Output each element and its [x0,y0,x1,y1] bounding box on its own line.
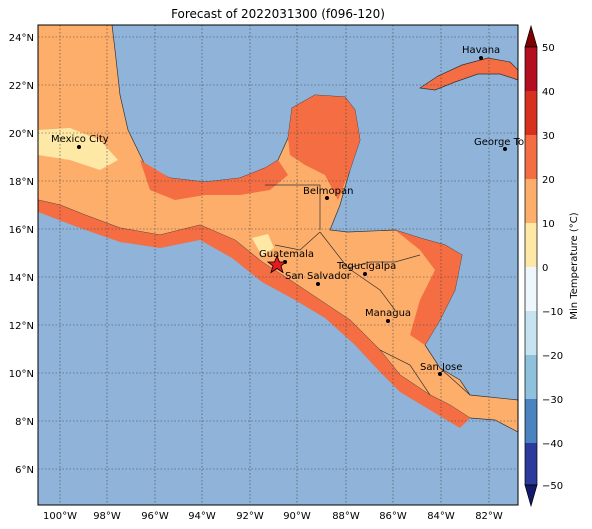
city-label: Belmopan [303,186,353,197]
lon-tick: 100°W [43,511,77,522]
colorbar-top-arrow [524,24,538,48]
colorbar-tick: −20 [542,351,563,362]
colorbar: 50 40 30 20 10 0 −10 −20 −30 −40 −50 Min… [524,24,580,508]
land-hot-caribbean-coast [395,230,462,345]
colorbar-bottom-arrow [524,484,538,508]
colorbar-band [525,135,537,179]
city-dot [503,147,507,151]
colorbar-tick: −40 [542,439,563,450]
colorbar-band [525,179,537,223]
colorbar-band [525,91,537,135]
colorbar-tick: −50 [542,481,563,492]
land-hot-pacific [38,200,470,428]
lon-tick: 96°W [141,511,169,522]
city-markers: Havana Mexico City George Tov Belmopan G… [51,45,530,376]
city-dot [316,282,320,286]
lat-tick-labels: 24°N 22°N 20°N 18°N 16°N 14°N 12°N 10°N … [9,33,34,476]
lat-tick: 10°N [9,369,34,380]
city-label: George Tov [474,137,530,148]
colorbar-tick: 40 [542,87,555,98]
gridlines [38,25,518,505]
lat-tick: 20°N [9,129,34,140]
country-borders [265,184,471,396]
land-hot-yucatan [288,95,360,200]
city-label: San Salvador [285,271,352,282]
city-dot [479,56,483,60]
city-label: Managua [365,308,411,319]
colorbar-label: Min Temperature (°C) [569,212,580,319]
lat-tick: 12°N [9,321,34,332]
lat-tick: 16°N [9,225,34,236]
lat-tick: 8°N [15,417,34,428]
lat-tick: 18°N [9,177,34,188]
colorbar-tick: 0 [542,263,548,274]
city-dot [363,272,367,276]
map-border [37,24,519,506]
city-label: Tegucigalpa [336,261,396,272]
lon-tick: 92°W [236,511,264,522]
lat-tick: 24°N [9,33,34,44]
colorbar-frame [524,46,538,486]
colorbar-tick: 50 [542,43,555,54]
lon-tick: 88°W [332,511,360,522]
land-hot-gulf [140,160,288,200]
star-marker-icon [266,254,288,274]
city-label: San Jose [420,362,462,373]
lat-tick: 6°N [15,465,34,476]
lon-tick: 90°W [283,511,311,522]
colorbar-tick: 10 [542,219,555,230]
city-dot [325,196,329,200]
map-title: Forecast of 2022031300 (f096-120) [171,7,385,21]
lat-tick: 22°N [9,81,34,92]
city-dot [77,145,81,149]
colorbar-band [525,223,537,267]
lon-tick: 98°W [93,511,121,522]
city-label: Havana [462,45,500,56]
colorbar-tick: −30 [542,395,563,406]
lon-tick: 86°W [379,511,407,522]
colorbar-band [525,355,537,399]
lon-tick: 94°W [188,511,216,522]
lon-tick: 82°W [475,511,503,522]
colorbar-band [525,443,537,485]
city-dot [386,319,390,323]
city-label: Mexico City [51,134,109,145]
lon-tick: 84°W [427,511,455,522]
land-mild-plateau [38,128,118,170]
lat-tick: 14°N [9,273,34,284]
city-dot [438,372,442,376]
colorbar-tick: 20 [542,175,555,186]
colorbar-band [525,267,537,311]
colorbar-band [525,399,537,443]
lon-tick-labels: 100°W 98°W 96°W 94°W 92°W 90°W 88°W 86°W… [43,511,503,522]
colorbar-tick: −10 [542,307,563,318]
city-label: Guatemala [259,249,314,260]
colorbar-band [525,47,537,91]
colorbar-tick: 30 [542,131,555,142]
colorbar-band [525,311,537,355]
land-mild-guatemala [252,234,274,256]
